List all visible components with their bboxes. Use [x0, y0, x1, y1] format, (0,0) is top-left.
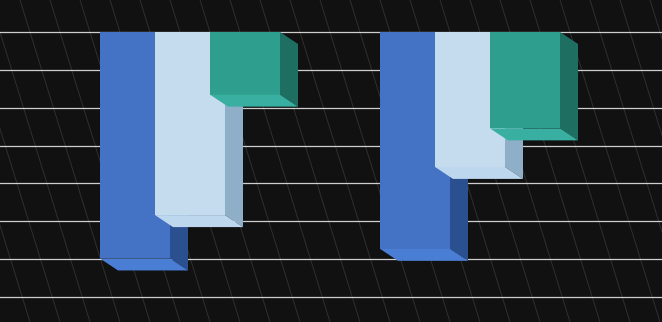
Polygon shape [170, 32, 188, 270]
Polygon shape [155, 32, 225, 215]
Polygon shape [435, 167, 523, 179]
Polygon shape [505, 32, 523, 179]
Polygon shape [100, 32, 170, 259]
Polygon shape [210, 95, 298, 107]
Polygon shape [435, 32, 505, 167]
Polygon shape [490, 32, 560, 128]
Polygon shape [280, 32, 298, 107]
Polygon shape [100, 259, 188, 270]
Polygon shape [560, 32, 578, 140]
Polygon shape [380, 32, 450, 249]
Polygon shape [225, 32, 243, 227]
Polygon shape [380, 249, 468, 261]
Polygon shape [450, 32, 468, 261]
Polygon shape [490, 128, 578, 140]
Polygon shape [210, 32, 280, 95]
Polygon shape [155, 215, 243, 227]
